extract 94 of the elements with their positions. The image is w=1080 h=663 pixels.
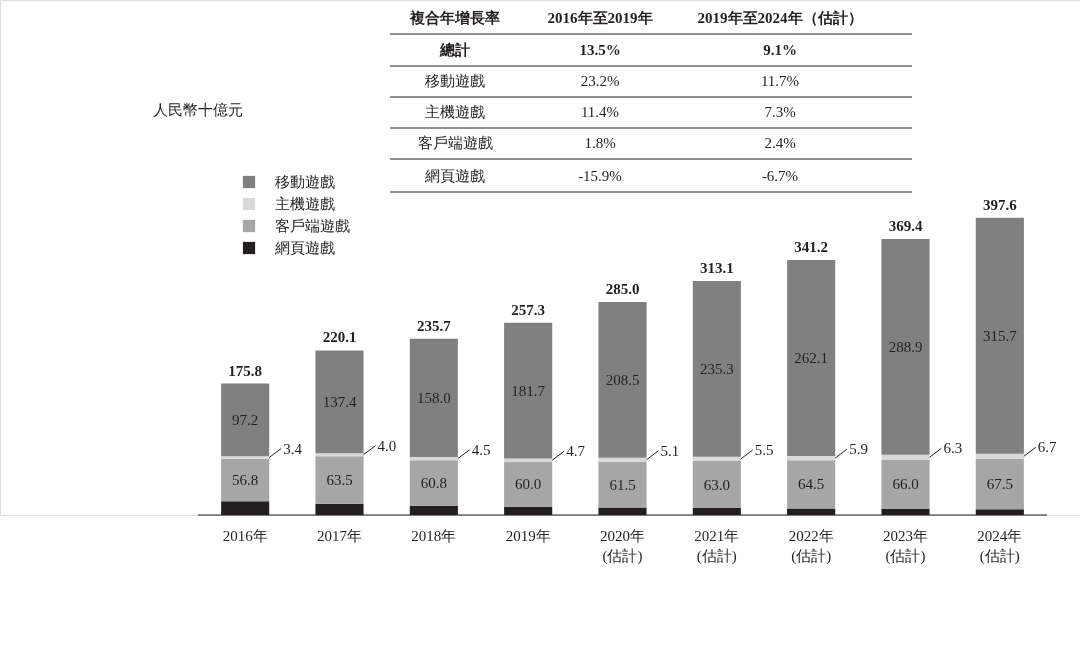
total-label: 313.1 bbox=[699, 259, 734, 276]
bar bbox=[315, 456, 364, 504]
legend-label: 移動遊戲 bbox=[275, 174, 335, 190]
bar bbox=[598, 457, 647, 462]
data-label: 63.5 bbox=[326, 471, 353, 488]
text: -15.9% bbox=[578, 168, 622, 184]
bar bbox=[221, 458, 270, 502]
bar bbox=[409, 338, 458, 457]
bar bbox=[975, 217, 1024, 454]
data-label: 66.0 bbox=[892, 476, 919, 493]
x-tick-label: 2020年 (估計) bbox=[600, 528, 645, 565]
total-label: 257.3 bbox=[511, 301, 546, 318]
text: 7.3% bbox=[764, 104, 796, 120]
text: 人民幣十億元 bbox=[153, 102, 243, 118]
data-label: 61.5 bbox=[609, 476, 636, 493]
bar bbox=[315, 453, 364, 457]
data-label: 97.2 bbox=[232, 411, 259, 428]
total-label: 285.0 bbox=[605, 280, 640, 297]
data-label: 262.1 bbox=[794, 349, 829, 366]
bar bbox=[692, 460, 741, 509]
data-label: 235.3 bbox=[699, 360, 734, 377]
data-label: 67.5 bbox=[986, 476, 1013, 493]
bar bbox=[787, 455, 836, 461]
data-label: 158.0 bbox=[416, 389, 451, 406]
bar bbox=[975, 458, 1024, 510]
data-label: 5.1 bbox=[660, 442, 680, 459]
bar bbox=[504, 322, 553, 459]
data-label: 181.7 bbox=[511, 382, 546, 399]
data-label: 60.0 bbox=[515, 476, 542, 493]
bar bbox=[975, 453, 1024, 459]
data-label: 315.7 bbox=[982, 327, 1018, 344]
text: 9.1% bbox=[763, 42, 797, 58]
total-label: 369.4 bbox=[888, 217, 923, 234]
x-tick-label: 2023年 (估計) bbox=[883, 528, 928, 565]
bar bbox=[787, 460, 836, 509]
bar bbox=[881, 459, 930, 509]
x-tick-label: 2017年 bbox=[317, 528, 362, 544]
legend-label: 網頁遊戲 bbox=[274, 240, 335, 256]
text: 移動遊戲 bbox=[425, 73, 485, 89]
text: -6.7% bbox=[761, 168, 799, 184]
text: 複合年增長率 bbox=[409, 9, 500, 26]
bar bbox=[692, 280, 741, 457]
data-label: 4.7 bbox=[566, 443, 586, 460]
bar bbox=[409, 460, 458, 506]
legend-label: 主機遊戲 bbox=[275, 196, 335, 212]
text: 2.4% bbox=[764, 135, 796, 151]
text: 13.5% bbox=[579, 42, 621, 58]
bar bbox=[504, 462, 553, 507]
data-label: 4.0 bbox=[377, 437, 397, 454]
bar bbox=[221, 383, 270, 457]
data-label: 64.5 bbox=[798, 476, 825, 493]
data-label: 288.9 bbox=[888, 338, 923, 355]
text: 1.8% bbox=[584, 135, 616, 151]
bar bbox=[221, 456, 270, 459]
bar bbox=[598, 461, 647, 508]
text: 主機遊戲 bbox=[425, 104, 485, 120]
data-label: 5.5 bbox=[754, 441, 774, 458]
x-tick-label: 2022年 (估計) bbox=[788, 528, 834, 565]
text: 11.7% bbox=[760, 73, 800, 89]
text: 網頁遊戲 bbox=[424, 168, 485, 184]
x-tick-label: 2018年 bbox=[411, 528, 457, 544]
total-label: 220.1 bbox=[322, 329, 357, 346]
text: 23.2% bbox=[580, 73, 620, 89]
total-label: 397.6 bbox=[982, 196, 1018, 213]
data-label: 5.9 bbox=[849, 441, 868, 458]
text: 總計 bbox=[439, 42, 470, 58]
bar bbox=[504, 458, 553, 463]
data-label: 3.4 bbox=[283, 440, 303, 457]
data-label: 60.8 bbox=[420, 475, 447, 492]
bar bbox=[315, 350, 364, 454]
total-label: 235.7 bbox=[416, 317, 452, 334]
total-label: 175.8 bbox=[228, 362, 263, 379]
text: 客戶端遊戲 bbox=[417, 135, 493, 151]
text: 11.4% bbox=[580, 104, 620, 120]
data-label: 208.5 bbox=[605, 371, 640, 388]
data-label: 137.4 bbox=[322, 393, 357, 410]
x-tick-label: 2016年 bbox=[222, 528, 268, 544]
data-label: 6.7 bbox=[1037, 439, 1058, 456]
data-label: 63.0 bbox=[703, 476, 730, 493]
text: 2016年至2019年 bbox=[547, 10, 653, 26]
total-label: 341.2 bbox=[794, 238, 829, 255]
bar bbox=[787, 259, 836, 456]
data-label: 56.8 bbox=[232, 472, 259, 489]
bar bbox=[881, 238, 930, 455]
x-tick-label: 2024年 (估計) bbox=[977, 528, 1023, 565]
data-label: 6.3 bbox=[943, 440, 963, 457]
bar bbox=[881, 454, 930, 460]
bar bbox=[692, 456, 741, 461]
bar bbox=[598, 301, 647, 458]
legend-label: 客戶端遊戲 bbox=[275, 218, 350, 234]
data-label: 4.5 bbox=[471, 441, 491, 458]
x-tick-label: 2021年 (估計) bbox=[694, 528, 740, 565]
x-tick-label: 2019年 bbox=[505, 528, 551, 544]
text: 2019年至2024年（估計） bbox=[697, 10, 863, 26]
